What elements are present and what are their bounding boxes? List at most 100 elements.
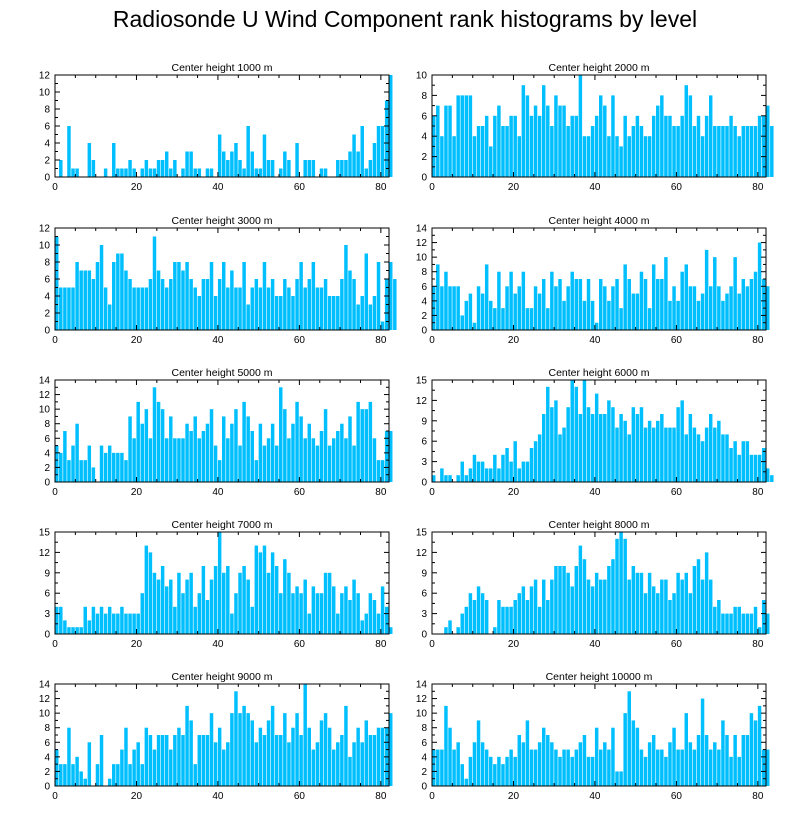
histogram-bar: [254, 742, 259, 786]
histogram-bar: [599, 414, 603, 482]
histogram-bar: [258, 727, 263, 786]
histogram-bar: [456, 742, 460, 786]
panel-title: Center height 7000 m: [172, 519, 273, 531]
histogram-bar: [501, 308, 505, 330]
histogram-bar: [67, 460, 71, 482]
panel-title: Center height 5000 m: [172, 367, 273, 379]
histogram-bar: [144, 545, 149, 634]
histogram-bar: [327, 572, 332, 634]
histogram-bar: [647, 420, 652, 482]
histogram-bar: [680, 115, 684, 177]
histogram-bar: [307, 613, 312, 634]
histogram-bar: [59, 452, 63, 482]
histogram-bar: [380, 586, 385, 634]
histogram-bar: [128, 764, 132, 786]
histogram-bar: [87, 445, 92, 482]
y-tick-label: 6: [44, 275, 50, 286]
panel-title: Center height 3000 m: [172, 215, 273, 227]
histogram-bar: [766, 613, 770, 634]
histogram-bar: [274, 566, 279, 634]
histogram-bar: [213, 445, 218, 482]
histogram-bar: [733, 126, 737, 177]
histogram-bar: [444, 627, 448, 634]
histogram-bar: [205, 735, 210, 786]
histogram-bar: [112, 452, 116, 482]
histogram-bar: [432, 749, 436, 786]
panel-title: Center height 10000 m: [546, 671, 653, 683]
histogram-bar: [152, 749, 157, 786]
histogram-bar: [384, 431, 389, 482]
histogram-bar: [436, 749, 440, 786]
histogram-bar: [205, 423, 210, 482]
histogram-bar: [668, 300, 672, 330]
histogram-bar: [169, 168, 173, 177]
histogram-bar: [533, 286, 538, 330]
histogram-bar: [63, 764, 67, 786]
histogram-bar: [704, 249, 709, 330]
histogram-bar: [107, 445, 112, 482]
histogram-bar: [708, 749, 713, 786]
histogram-bar: [749, 126, 754, 177]
histogram-bar: [372, 600, 377, 634]
histogram-bar: [643, 756, 648, 786]
histogram-bar: [209, 409, 214, 482]
histogram-bar: [116, 168, 120, 177]
histogram-bar: [87, 143, 92, 177]
histogram-bar: [713, 126, 717, 177]
histogram-bar: [725, 434, 729, 482]
x-tick-label: 80: [375, 639, 387, 650]
histogram-bar: [688, 742, 693, 786]
histogram-bar: [389, 431, 393, 482]
histogram-bar: [87, 742, 92, 786]
histogram-bar: [468, 593, 473, 634]
histogram-bar: [501, 764, 505, 786]
histogram-bar: [55, 749, 59, 786]
histogram-bar: [537, 115, 542, 177]
histogram-bar: [448, 620, 452, 634]
histogram-bar: [651, 264, 656, 330]
histogram-bar: [177, 262, 181, 330]
histogram-bar: [460, 95, 464, 177]
histogram-bar: [721, 720, 725, 786]
histogram-bar: [562, 300, 566, 330]
histogram-bar: [676, 126, 680, 177]
y-tick-label: 2: [421, 767, 427, 778]
histogram-bar: [315, 742, 320, 786]
panel-title: Center height 4000 m: [549, 215, 650, 227]
histogram-bar: [668, 427, 672, 482]
histogram-bar: [635, 414, 640, 482]
histogram-bar: [647, 742, 652, 786]
histogram-bar: [509, 115, 513, 177]
x-tick-label: 20: [131, 335, 143, 346]
histogram-bar: [603, 742, 607, 786]
histogram-bar: [79, 771, 83, 786]
histogram-bar: [574, 115, 579, 177]
histogram-bar: [213, 296, 218, 330]
histogram-bar: [708, 579, 713, 634]
histogram-bar: [71, 445, 75, 482]
histogram-bar: [246, 126, 250, 177]
histogram-bar: [262, 445, 267, 482]
histogram-bar: [368, 160, 373, 177]
histogram-bar: [586, 579, 591, 634]
histogram-bar: [295, 401, 299, 482]
histogram-bar: [226, 287, 230, 330]
histogram-bar: [509, 749, 513, 786]
histogram-bar: [672, 286, 676, 330]
histogram-bar: [270, 160, 275, 177]
histogram-bar: [331, 296, 336, 330]
histogram-bar: [169, 279, 173, 330]
histogram-bar: [566, 572, 570, 634]
y-tick-label: 4: [44, 448, 50, 459]
x-tick-label: 60: [294, 639, 306, 650]
x-tick-label: 60: [671, 335, 683, 346]
histogram-bar: [250, 151, 254, 177]
histogram-bar: [95, 764, 100, 786]
y-tick-label: 0: [421, 173, 427, 184]
histogram-bar: [295, 713, 299, 786]
histogram-bar: [741, 279, 746, 330]
y-tick-label: 14: [39, 680, 51, 691]
histogram-bar: [364, 253, 369, 330]
histogram-bar: [107, 304, 112, 330]
histogram-bar: [331, 438, 336, 482]
